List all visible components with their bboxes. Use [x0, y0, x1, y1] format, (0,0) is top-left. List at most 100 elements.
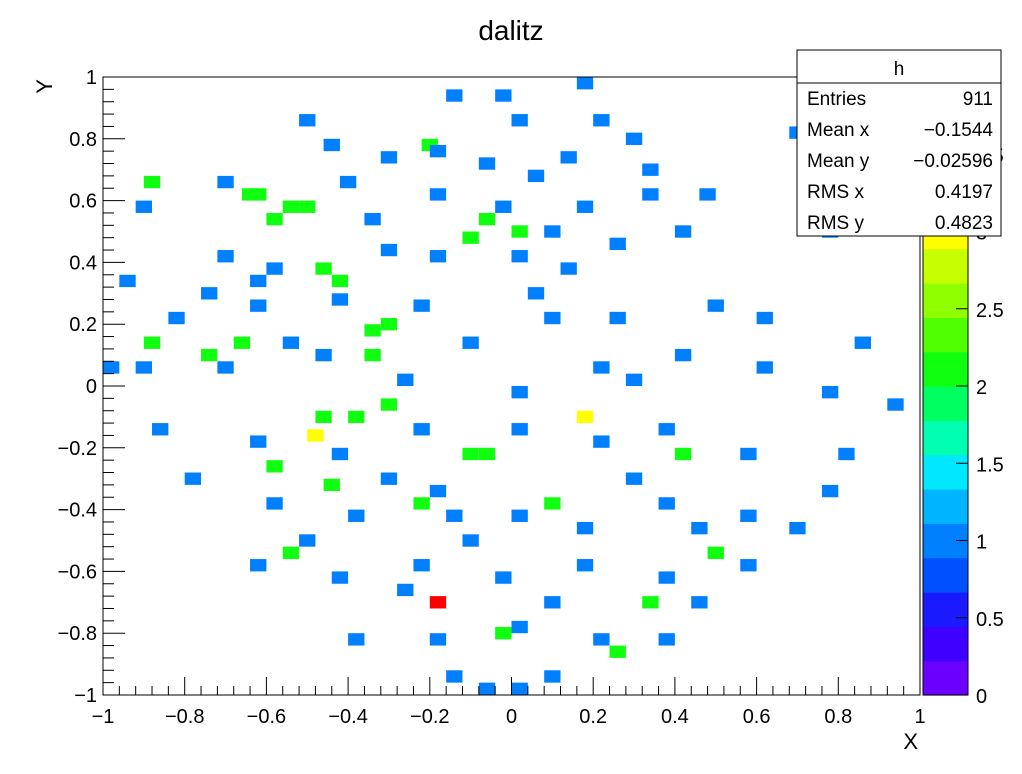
heatmap-cell: [413, 299, 430, 312]
y-tick-label: −0.6: [58, 561, 97, 583]
heatmap-cell: [495, 627, 512, 640]
heatmap-cell: [201, 348, 218, 362]
heatmap-cell: [576, 77, 594, 90]
heatmap-cell: [364, 324, 381, 337]
y-tick-label: 0.8: [69, 129, 97, 151]
heatmap-cell: [511, 114, 528, 127]
heatmap-cell: [446, 509, 463, 522]
heatmap-cell: [331, 571, 349, 584]
stats-value: 0.4823: [935, 213, 993, 234]
y-tick-label: 0.4: [69, 252, 97, 274]
stats-label: Entries: [807, 89, 866, 110]
heatmap-cell: [609, 237, 626, 251]
heatmap-cell: [593, 361, 610, 374]
y-tick-label: −0.8: [58, 623, 97, 645]
heatmap-cell: [495, 571, 512, 584]
heatmap-cell: [658, 497, 675, 510]
heatmap-cell: [103, 361, 120, 374]
heatmap-cell: [250, 299, 267, 312]
heatmap-cell: [544, 311, 561, 325]
palette-swatch: [923, 557, 968, 593]
heatmap-cell: [527, 169, 545, 183]
heatmap-cell: [135, 200, 153, 213]
x-tick-label: 0.4: [661, 706, 689, 728]
heatmap-cell: [576, 410, 594, 424]
heatmap-cell: [625, 472, 643, 485]
heatmap-cell: [429, 484, 447, 498]
heatmap-cell: [691, 596, 708, 609]
heatmap-cell: [429, 250, 447, 263]
heatmap-cell: [250, 435, 267, 448]
palette-swatch: [923, 454, 968, 490]
y-axis: −1 −0.8 −0.6 −0.4 −0.2 0 0.2 0.4 0.6 0.8 1: [58, 67, 125, 707]
heatmap-cell: [233, 336, 251, 349]
y-tick-label: 0.2: [69, 314, 97, 336]
heatmap-cell: [217, 361, 234, 374]
stats-label: Mean y: [807, 151, 870, 172]
heatmap-cells: [103, 77, 904, 695]
heatmap-cell: [315, 410, 332, 424]
palette-swatch: [923, 626, 968, 662]
heatmap-cell: [740, 509, 757, 522]
heatmap-cell: [462, 534, 479, 547]
stats-value: −0.02596: [913, 151, 993, 172]
heatmap-cell: [560, 151, 577, 164]
stats-background: [796, 49, 1002, 237]
heatmap-cell: [495, 89, 512, 102]
heatmap-cell: [250, 559, 267, 572]
heatmap-cell: [821, 484, 839, 498]
heatmap-cell: [511, 250, 528, 263]
palette-swatch: [923, 248, 968, 284]
y-tick-label: −0.4: [58, 500, 97, 522]
heatmap-cell: [511, 620, 528, 634]
heatmap-cell: [429, 596, 447, 609]
heatmap-cell: [462, 336, 479, 349]
heatmap-cell: [740, 559, 757, 572]
x-tick-label: −0.6: [247, 706, 286, 728]
heatmap-cell: [266, 460, 283, 473]
heatmap-cell: [380, 151, 398, 164]
heatmap-cell: [511, 386, 528, 399]
heatmap-cell: [478, 157, 496, 170]
palette-swatch: [923, 592, 968, 627]
heatmap-cell: [119, 274, 136, 288]
stats-label: RMS x: [807, 182, 865, 203]
x-axis-label: X: [903, 729, 918, 754]
y-tick-label: 1: [86, 67, 97, 89]
x-tick-label: 1: [914, 706, 925, 728]
heatmap-cell: [576, 200, 594, 213]
heatmap-cell: [544, 225, 561, 238]
heatmap-cell: [625, 373, 643, 386]
heatmap-cell: [821, 386, 839, 399]
x-tick-label: −0.2: [410, 706, 449, 728]
heatmap-cell: [266, 212, 283, 226]
heatmap-cell: [560, 262, 577, 275]
heatmap-cell: [593, 114, 610, 127]
heatmap-cell: [241, 188, 259, 201]
heatmap-cell: [331, 274, 349, 288]
heatmap-cell: [674, 348, 692, 362]
palette-swatch: [923, 317, 968, 353]
palette-swatch: [923, 660, 968, 696]
heatmap-cell: [413, 559, 430, 572]
heatmap-cell: [348, 633, 365, 646]
heatmap-cell: [282, 336, 300, 349]
heatmap-cell: [511, 682, 528, 695]
heatmap-cell: [413, 497, 430, 510]
heatmap-cell: [143, 175, 161, 189]
heatmap-cell: [413, 423, 430, 436]
heatmap-cell: [756, 311, 773, 325]
heatmap-cell: [609, 311, 626, 325]
heatmap-cell: [364, 348, 381, 362]
heatmap-cell: [854, 336, 871, 349]
heatmap-cell: [152, 423, 169, 436]
stats-box: h Entries 911 Mean x −0.1544 Mean y −0.02596 R…: [796, 49, 1002, 237]
heatmap-cell: [266, 497, 283, 510]
stats-title: h: [894, 59, 905, 80]
heatmap-cell: [462, 231, 479, 244]
heatmap-cell: [593, 435, 610, 448]
heatmap-cell: [282, 200, 300, 213]
heatmap-cell: [707, 546, 724, 560]
y-axis-label: Y: [32, 79, 57, 94]
